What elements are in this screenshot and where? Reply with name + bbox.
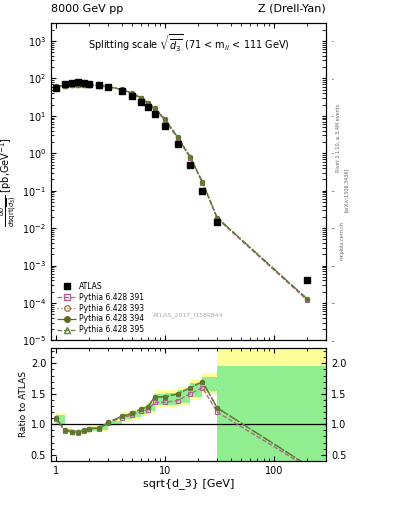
Text: Splitting scale $\sqrt{\overline{d_3}}$ (71 < m$_{ll}$ < 111 GeV): Splitting scale $\sqrt{\overline{d_3}}$ … bbox=[88, 33, 290, 54]
Text: Rivet 3.1.10, ≥ 3.4M events: Rivet 3.1.10, ≥ 3.4M events bbox=[336, 104, 341, 173]
Text: Z (Drell-Yan): Z (Drell-Yan) bbox=[259, 4, 326, 13]
Y-axis label: $\frac{d\sigma}{d\mathrm{sqrt}(\overline{d_3})}$ [pb,GeV$^{-1}$]: $\frac{d\sigma}{d\mathrm{sqrt}(\overline… bbox=[0, 137, 19, 227]
Text: [arXiv:1306.3436]: [arXiv:1306.3436] bbox=[344, 167, 349, 211]
Text: mcplots.cern.ch: mcplots.cern.ch bbox=[340, 221, 345, 260]
Y-axis label: Ratio to ATLAS: Ratio to ATLAS bbox=[19, 372, 28, 437]
X-axis label: sqrt{d_3} [GeV]: sqrt{d_3} [GeV] bbox=[143, 478, 234, 489]
Legend: ATLAS, Pythia 6.428 391, Pythia 6.428 393, Pythia 6.428 394, Pythia 6.428 395: ATLAS, Pythia 6.428 391, Pythia 6.428 39… bbox=[55, 280, 147, 337]
Text: 8000 GeV pp: 8000 GeV pp bbox=[51, 4, 123, 13]
Text: ATLAS_2017_I1589844: ATLAS_2017_I1589844 bbox=[153, 312, 224, 318]
